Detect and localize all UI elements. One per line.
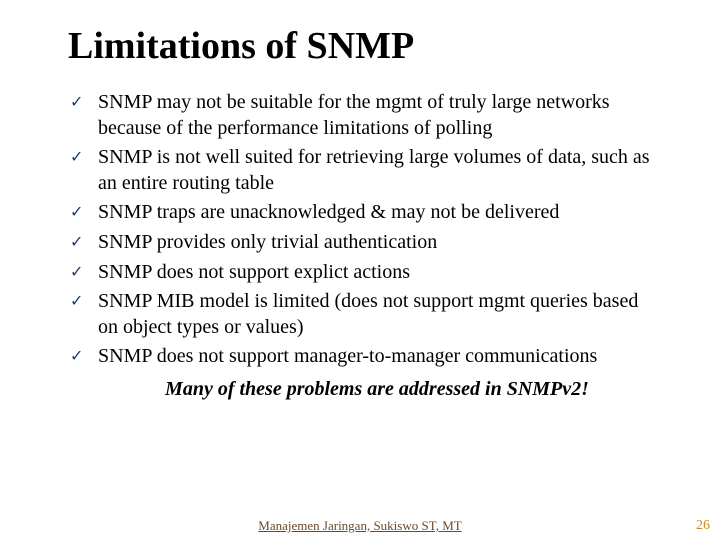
list-item: ✓ SNMP does not support explict actions <box>74 260 660 286</box>
list-item: ✓ SNMP does not support manager-to-manag… <box>74 344 660 370</box>
check-icon: ✓ <box>70 93 83 113</box>
bullet-text: SNMP does not support explict actions <box>98 261 410 283</box>
bullet-text: SNMP does not support manager-to-manager… <box>98 345 597 367</box>
check-icon: ✓ <box>70 263 83 283</box>
slide: Limitations of SNMP ✓ SNMP may not be su… <box>0 0 720 540</box>
check-icon: ✓ <box>70 148 83 168</box>
list-item: ✓ SNMP MIB model is limited (does not su… <box>74 289 660 340</box>
footer-text: Manajemen Jaringan, Sukiswo ST, MT <box>0 518 720 534</box>
check-icon: ✓ <box>70 347 83 367</box>
slide-title: Limitations of SNMP <box>68 24 660 68</box>
bullet-text: SNMP traps are unacknowledged & may not … <box>98 201 559 223</box>
bullet-list: ✓ SNMP may not be suitable for the mgmt … <box>74 90 660 370</box>
closing-statement: Many of these problems are addressed in … <box>74 378 660 401</box>
check-icon: ✓ <box>70 292 83 312</box>
list-item: ✓ SNMP may not be suitable for the mgmt … <box>74 90 660 141</box>
check-icon: ✓ <box>70 203 83 223</box>
bullet-text: SNMP MIB model is limited (does not supp… <box>98 290 638 338</box>
list-item: ✓ SNMP is not well suited for retrieving… <box>74 145 660 196</box>
bullet-text: SNMP may not be suitable for the mgmt of… <box>98 91 610 139</box>
bullet-text: SNMP is not well suited for retrieving l… <box>98 146 650 194</box>
list-item: ✓ SNMP traps are unacknowledged & may no… <box>74 200 660 226</box>
bullet-text: SNMP provides only trivial authenticatio… <box>98 231 437 253</box>
list-item: ✓ SNMP provides only trivial authenticat… <box>74 230 660 256</box>
page-number: 26 <box>696 518 710 534</box>
check-icon: ✓ <box>70 233 83 253</box>
